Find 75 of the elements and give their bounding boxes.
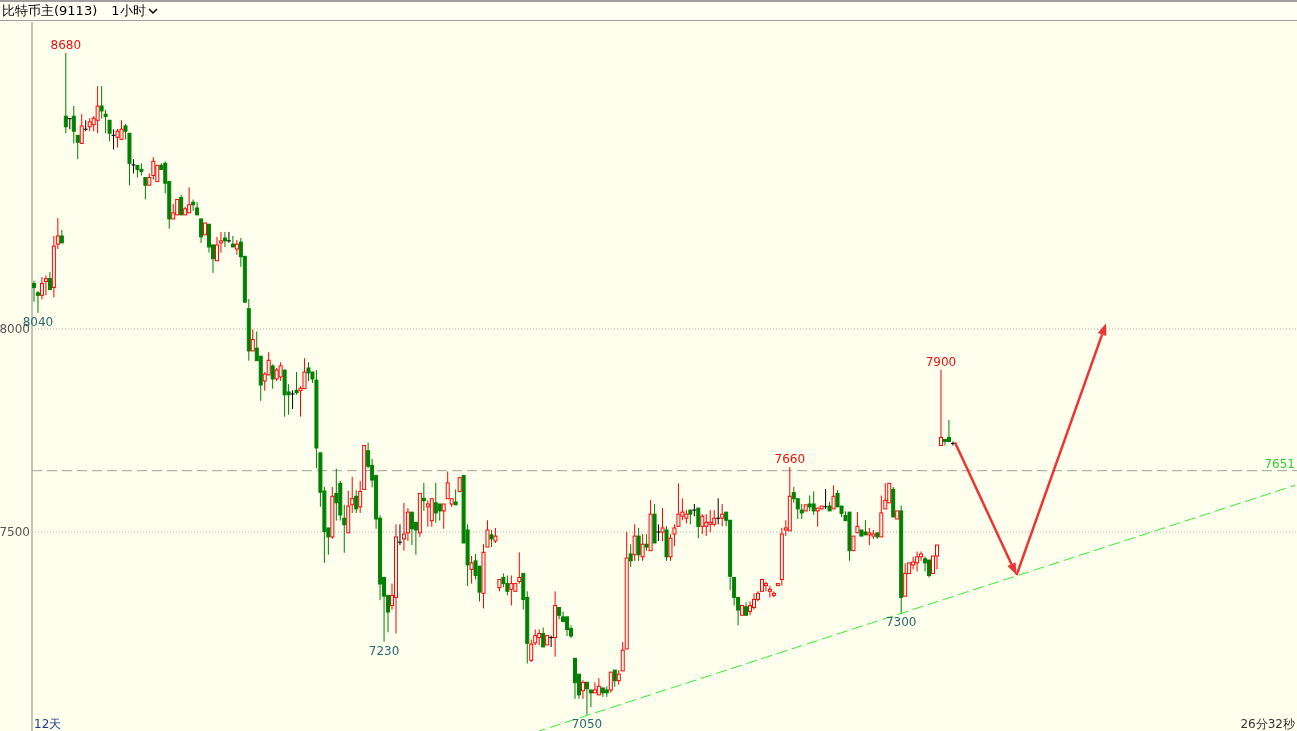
- chart-title: 比特币主(9113): [2, 2, 98, 20]
- candlestick: [696, 507, 701, 539]
- candlestick: [429, 498, 434, 528]
- candlestick: [911, 556, 916, 570]
- candlestick: [79, 113, 84, 144]
- candlestick: [946, 419, 951, 442]
- candlestick: [771, 590, 776, 598]
- candlestick: [230, 235, 235, 248]
- candlestick: [63, 52, 68, 134]
- candlestick: [815, 507, 820, 528]
- candlestick: [290, 389, 296, 410]
- candlestick: [409, 511, 414, 546]
- ref-line-label: 7651: [1264, 456, 1295, 471]
- candlestick: [732, 577, 737, 607]
- candlestick: [879, 494, 884, 538]
- annotation: 8680: [50, 37, 82, 52]
- candlestick: [143, 177, 148, 200]
- candlestick: [592, 681, 597, 694]
- chart-subtitle: 1小时: [111, 2, 146, 20]
- candlestick: [469, 555, 474, 585]
- candlestick: [923, 556, 928, 572]
- candlestick: [43, 274, 48, 296]
- candlestick: [517, 551, 522, 585]
- candlestick: [608, 671, 613, 694]
- candlestick: [636, 527, 641, 562]
- candlestick: [580, 679, 585, 700]
- candlestick: [628, 543, 633, 568]
- candlestick: [401, 502, 406, 552]
- candlestick: [584, 681, 589, 716]
- candlestick: [214, 236, 219, 262]
- candlestick: [75, 134, 80, 160]
- candlestick: [752, 592, 756, 611]
- annotation: 7050: [571, 716, 603, 731]
- candlestick: [222, 231, 227, 248]
- candlestick: [505, 574, 510, 596]
- candlestick: [596, 677, 601, 696]
- candlestick: [67, 118, 73, 130]
- candlestick: [191, 198, 196, 212]
- candlestick: [294, 371, 299, 396]
- candlestick: [115, 128, 120, 148]
- candlestick: [942, 438, 947, 447]
- annotation: 7900: [925, 354, 957, 369]
- candlestick: [433, 482, 438, 524]
- candlestick: [700, 513, 705, 535]
- candlestick: [883, 482, 888, 510]
- candlestick: [632, 523, 637, 562]
- annotation: 12天: [34, 717, 62, 731]
- candlestick: [855, 511, 860, 534]
- candlestick: [421, 482, 426, 512]
- annotation: 7230: [368, 643, 400, 658]
- candlestick: [425, 499, 430, 528]
- candlestick: [397, 523, 403, 546]
- candlestick: [39, 276, 44, 300]
- candlestick: [270, 363, 275, 390]
- candlestick: [226, 231, 232, 244]
- candlestick: [763, 581, 768, 592]
- candlestick: [767, 585, 772, 598]
- candlestick: [935, 544, 939, 570]
- candlestick: [620, 641, 625, 672]
- y-tick-label: 7500: [0, 525, 30, 540]
- candlestick: [234, 239, 239, 256]
- candlestick: [529, 639, 534, 663]
- candlestick: [250, 328, 255, 352]
- candlestick: [354, 489, 359, 514]
- annotation: 26分32秒: [1240, 717, 1295, 731]
- annotation: 7660: [774, 452, 806, 467]
- candlestick: [640, 533, 645, 562]
- candlestick: [32, 280, 36, 303]
- annotation: 7300: [885, 615, 917, 630]
- candlestick: [187, 186, 192, 214]
- candlestick: [704, 513, 709, 537]
- candlestick: [938, 369, 943, 447]
- candlestick: [350, 476, 355, 514]
- candlestick: [915, 551, 920, 572]
- candlestick: [71, 105, 76, 144]
